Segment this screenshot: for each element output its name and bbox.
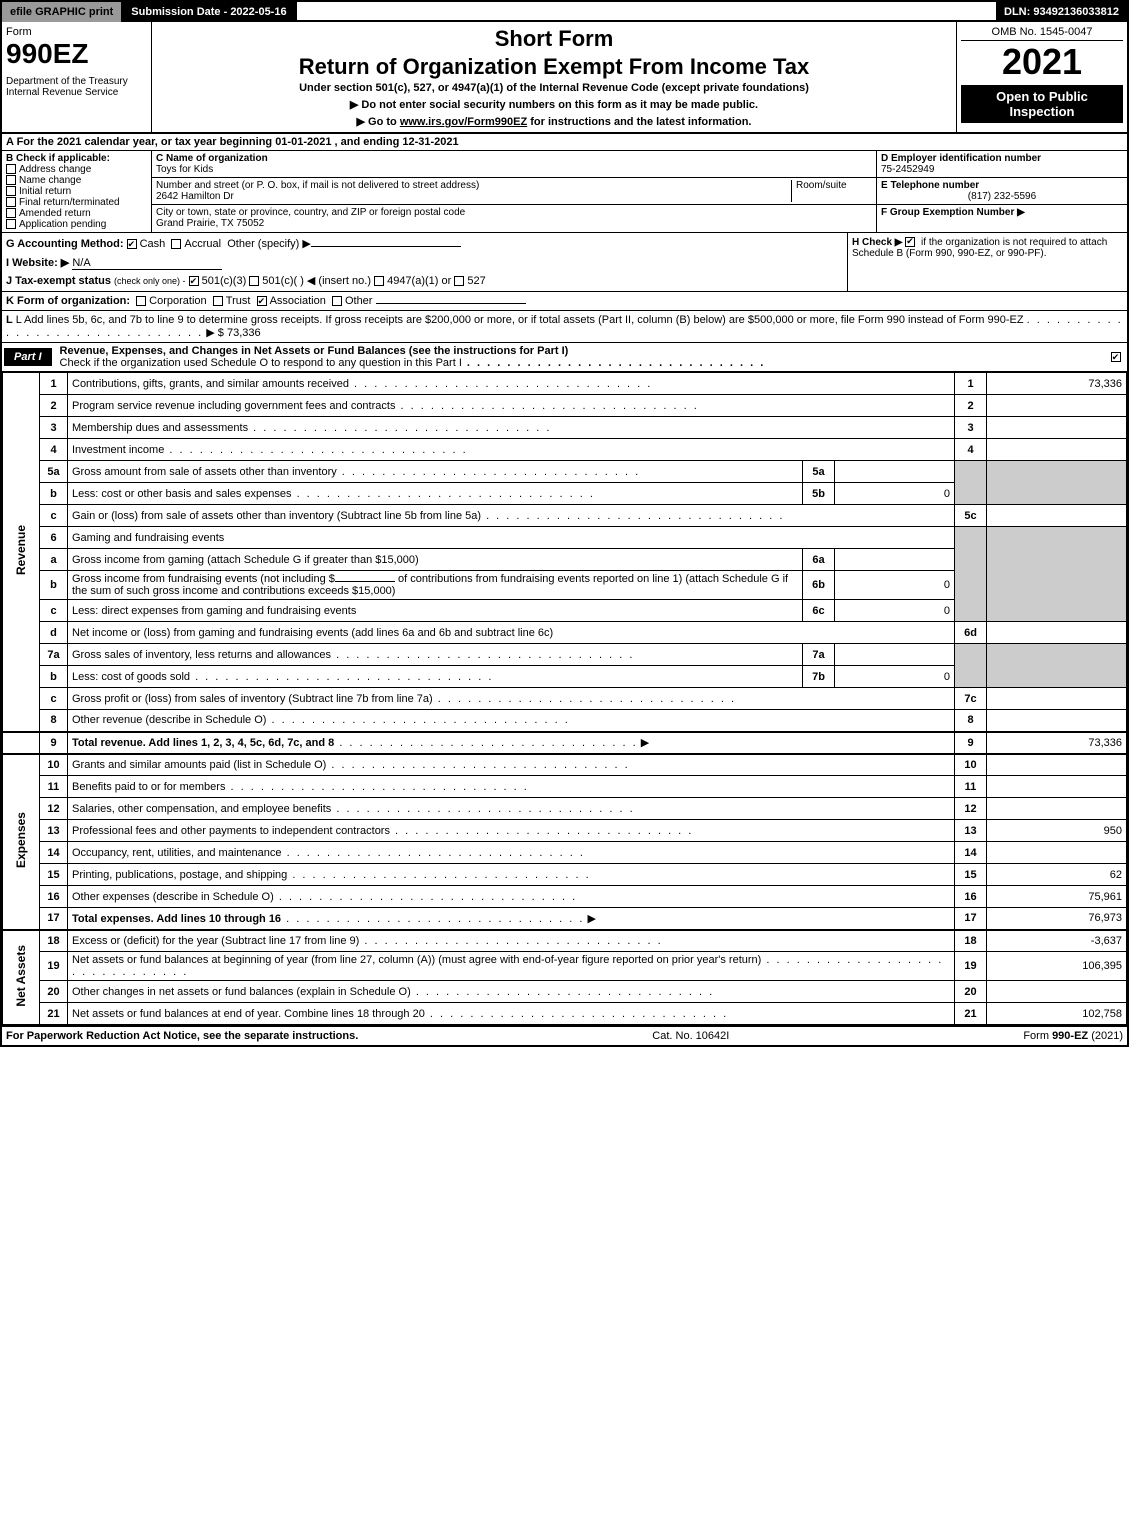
netassets-side-label: Net Assets <box>3 930 40 1025</box>
submission-date: Submission Date - 2022-05-16 <box>123 2 296 22</box>
header-grid: B Check if applicable: Address change Na… <box>2 151 1127 233</box>
chk-schedule-o[interactable] <box>1111 352 1121 362</box>
val-12 <box>987 798 1127 820</box>
gross-receipts: 73,336 <box>227 327 261 339</box>
val-17: 76,973 <box>987 908 1127 930</box>
chk-4947[interactable] <box>374 276 384 286</box>
line-a: A For the 2021 calendar year, or tax yea… <box>2 134 1127 151</box>
org-city: Grand Prairie, TX 75052 <box>156 218 264 229</box>
room-suite-label: Room/suite <box>792 180 872 202</box>
val-8 <box>987 710 1127 732</box>
val-20 <box>987 981 1127 1003</box>
section-b: B Check if applicable: Address change Na… <box>2 151 152 232</box>
dept-label: Department of the Treasury Internal Reve… <box>6 76 147 98</box>
website-label: I Website: ▶ <box>6 257 69 269</box>
goto-line: ▶ Go to www.irs.gov/Form990EZ for instru… <box>156 115 952 128</box>
top-bar: efile GRAPHIC print Submission Date - 20… <box>2 2 1127 22</box>
form-table: Revenue 1 Contributions, gifts, grants, … <box>2 372 1127 1025</box>
phone: (817) 232-5596 <box>881 191 1123 202</box>
form-number: 990EZ <box>6 38 147 70</box>
chk-final-return[interactable]: Final return/terminated <box>19 197 120 208</box>
form-container: efile GRAPHIC print Submission Date - 20… <box>0 0 1129 1047</box>
val-7c <box>987 688 1127 710</box>
val-9: 73,336 <box>987 732 1127 754</box>
accounting-method-label: G Accounting Method: <box>6 238 124 250</box>
chk-501c3[interactable] <box>189 276 199 286</box>
chk-501c[interactable] <box>249 276 259 286</box>
val-7a <box>835 644 955 666</box>
public-inspection: Open to Public Inspection <box>961 85 1123 123</box>
val-21: 102,758 <box>987 1003 1127 1025</box>
chk-cash[interactable] <box>127 239 137 249</box>
line-g-h: G Accounting Method: Cash Accrual Other … <box>2 233 1127 292</box>
chk-other-org[interactable] <box>332 296 342 306</box>
chk-trust[interactable] <box>213 296 223 306</box>
val-4 <box>987 439 1127 461</box>
irs-link[interactable]: www.irs.gov/Form990EZ <box>400 116 527 128</box>
chk-amended[interactable]: Amended return <box>19 208 91 219</box>
chk-name-change[interactable]: Name change <box>19 175 81 186</box>
val-6a <box>835 549 955 571</box>
footer-left: For Paperwork Reduction Act Notice, see … <box>6 1030 358 1042</box>
chk-accrual[interactable] <box>171 239 181 249</box>
val-5b: 0 <box>835 483 955 505</box>
dln-label: DLN: 93492136033812 <box>996 2 1127 22</box>
val-15: 62 <box>987 864 1127 886</box>
val-2 <box>987 395 1127 417</box>
line-l: L L Add lines 5b, 6c, and 7b to line 9 t… <box>2 311 1127 343</box>
other-specify-input[interactable] <box>311 246 461 247</box>
tax-year: 2021 <box>961 41 1123 83</box>
form-word: Form <box>6 26 147 38</box>
omb-number: OMB No. 1545-0047 <box>961 26 1123 41</box>
val-5c <box>987 505 1127 527</box>
website-value: N/A <box>72 257 222 270</box>
chk-corp[interactable] <box>136 296 146 306</box>
part-1-header: Part I Revenue, Expenses, and Changes in… <box>2 343 1127 372</box>
val-11 <box>987 776 1127 798</box>
chk-app-pending[interactable]: Application pending <box>19 219 106 230</box>
revenue-side-label: Revenue <box>3 373 40 732</box>
chk-schedule-b[interactable] <box>905 237 915 247</box>
footer-right: Form 990-EZ (2021) <box>1023 1030 1123 1042</box>
val-13: 950 <box>987 820 1127 842</box>
part-1-label: Part I <box>4 348 52 366</box>
chk-address-change[interactable]: Address change <box>19 164 91 175</box>
chk-initial-return[interactable]: Initial return <box>19 186 71 197</box>
chk-assoc[interactable] <box>257 296 267 306</box>
warning-line: ▶ Do not enter social security numbers o… <box>156 98 952 111</box>
org-street: 2642 Hamilton Dr <box>156 191 234 202</box>
page-footer: For Paperwork Reduction Act Notice, see … <box>2 1025 1127 1045</box>
val-18: -3,637 <box>987 930 1127 952</box>
short-form-title: Short Form <box>156 26 952 52</box>
val-14 <box>987 842 1127 864</box>
val-3 <box>987 417 1127 439</box>
ein: 75-2452949 <box>881 164 934 175</box>
val-5a <box>835 461 955 483</box>
subline: Under section 501(c), 527, or 4947(a)(1)… <box>156 82 952 94</box>
form-header: Form 990EZ Department of the Treasury In… <box>2 22 1127 134</box>
return-title: Return of Organization Exempt From Incom… <box>156 54 952 80</box>
org-name: Toys for Kids <box>156 164 213 175</box>
section-de: D Employer identification number 75-2452… <box>877 151 1127 232</box>
val-1: 73,336 <box>987 373 1127 395</box>
efile-print-button[interactable]: efile GRAPHIC print <box>2 2 123 22</box>
val-19: 106,395 <box>987 952 1127 981</box>
footer-catno: Cat. No. 10642I <box>652 1030 729 1042</box>
section-c: C Name of organization Toys for Kids Num… <box>152 151 877 232</box>
tax-exempt-label: J Tax-exempt status <box>6 275 111 287</box>
val-10 <box>987 754 1127 776</box>
line-k: K Form of organization: Corporation Trus… <box>2 292 1127 311</box>
val-6b: 0 <box>835 571 955 600</box>
chk-527[interactable] <box>454 276 464 286</box>
group-exemption-label: F Group Exemption Number ▶ <box>881 207 1025 218</box>
val-16: 75,961 <box>987 886 1127 908</box>
val-6c: 0 <box>835 600 955 622</box>
expenses-side-label: Expenses <box>3 754 40 930</box>
val-6d <box>987 622 1127 644</box>
val-7b: 0 <box>835 666 955 688</box>
